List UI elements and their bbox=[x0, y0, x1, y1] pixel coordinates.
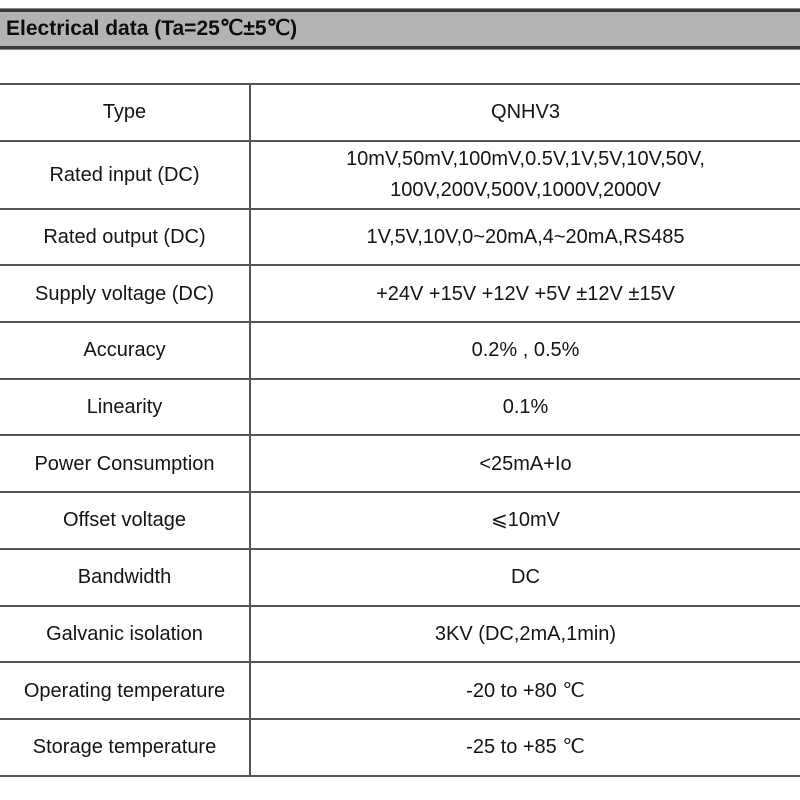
table-row-rated-output: Rated output (DC) 1V,5V,10V,0~20mA,4~20m… bbox=[0, 207, 800, 267]
row-label: Storage temperature bbox=[0, 717, 251, 777]
table-row-supply-voltage: Supply voltage (DC) +24V +15V +12V +5V ±… bbox=[0, 264, 800, 324]
row-value: 3KV (DC,2mA,1min) bbox=[250, 604, 800, 664]
row-label: Linearity bbox=[0, 377, 251, 437]
row-value: 0.1% bbox=[250, 377, 800, 437]
row-value: <25mA+Io bbox=[250, 434, 800, 494]
table-row-offset-voltage: Offset voltage ⩽10mV bbox=[0, 491, 800, 550]
table-row-rated-input: Rated input (DC) 10mV,50mV,100mV,0.5V,1V… bbox=[0, 139, 800, 210]
table-row-accuracy: Accuracy 0.2% , 0.5% bbox=[0, 321, 800, 380]
row-value: -25 to +85 ℃ bbox=[250, 717, 800, 777]
table-row-operating-temperature: Operating temperature -20 to +80 ℃ bbox=[0, 661, 800, 720]
row-label: Operating temperature bbox=[0, 661, 251, 720]
table-row-power-consumption: Power Consumption <25mA+Io bbox=[0, 434, 800, 494]
row-value: 10mV,50mV,100mV,0.5V,1V,5V,10V,50V, 100V… bbox=[250, 139, 800, 210]
row-value: -20 to +80 ℃ bbox=[250, 661, 800, 720]
row-label: Offset voltage bbox=[0, 491, 251, 550]
section-header-bar: Electrical data (Ta=25℃±5℃) bbox=[0, 9, 800, 49]
table-row-storage-temperature: Storage temperature -25 to +85 ℃ bbox=[0, 717, 800, 777]
row-value: QNHV3 bbox=[250, 83, 800, 142]
section-title: Electrical data (Ta=25℃±5℃) bbox=[6, 17, 298, 40]
row-label: Rated input (DC) bbox=[0, 139, 251, 210]
table-row-type: Type QNHV3 bbox=[0, 83, 800, 142]
row-value: 0.2% , 0.5% bbox=[250, 321, 800, 380]
row-value-line: 10mV,50mV,100mV,0.5V,1V,5V,10V,50V, bbox=[346, 147, 705, 170]
table-row-bandwidth: Bandwidth DC bbox=[0, 547, 800, 607]
electrical-data-table: Type QNHV3 Rated input (DC) 10mV,50mV,10… bbox=[0, 83, 800, 777]
row-label: Type bbox=[0, 83, 251, 142]
row-value: 1V,5V,10V,0~20mA,4~20mA,RS485 bbox=[250, 207, 800, 267]
row-label: Power Consumption bbox=[0, 434, 251, 494]
row-value: ⩽10mV bbox=[250, 491, 800, 550]
row-value: +24V +15V +12V +5V ±12V ±15V bbox=[250, 264, 800, 324]
table-row-linearity: Linearity 0.1% bbox=[0, 377, 800, 437]
row-value-line: 100V,200V,500V,1000V,2000V bbox=[390, 178, 661, 201]
row-label: Accuracy bbox=[0, 321, 251, 380]
row-label: Rated output (DC) bbox=[0, 207, 251, 267]
row-label: Supply voltage (DC) bbox=[0, 264, 251, 324]
row-label: Bandwidth bbox=[0, 547, 251, 607]
row-value: DC bbox=[250, 547, 800, 607]
table-row-galvanic-isolation: Galvanic isolation 3KV (DC,2mA,1min) bbox=[0, 604, 800, 664]
row-label: Galvanic isolation bbox=[0, 604, 251, 664]
